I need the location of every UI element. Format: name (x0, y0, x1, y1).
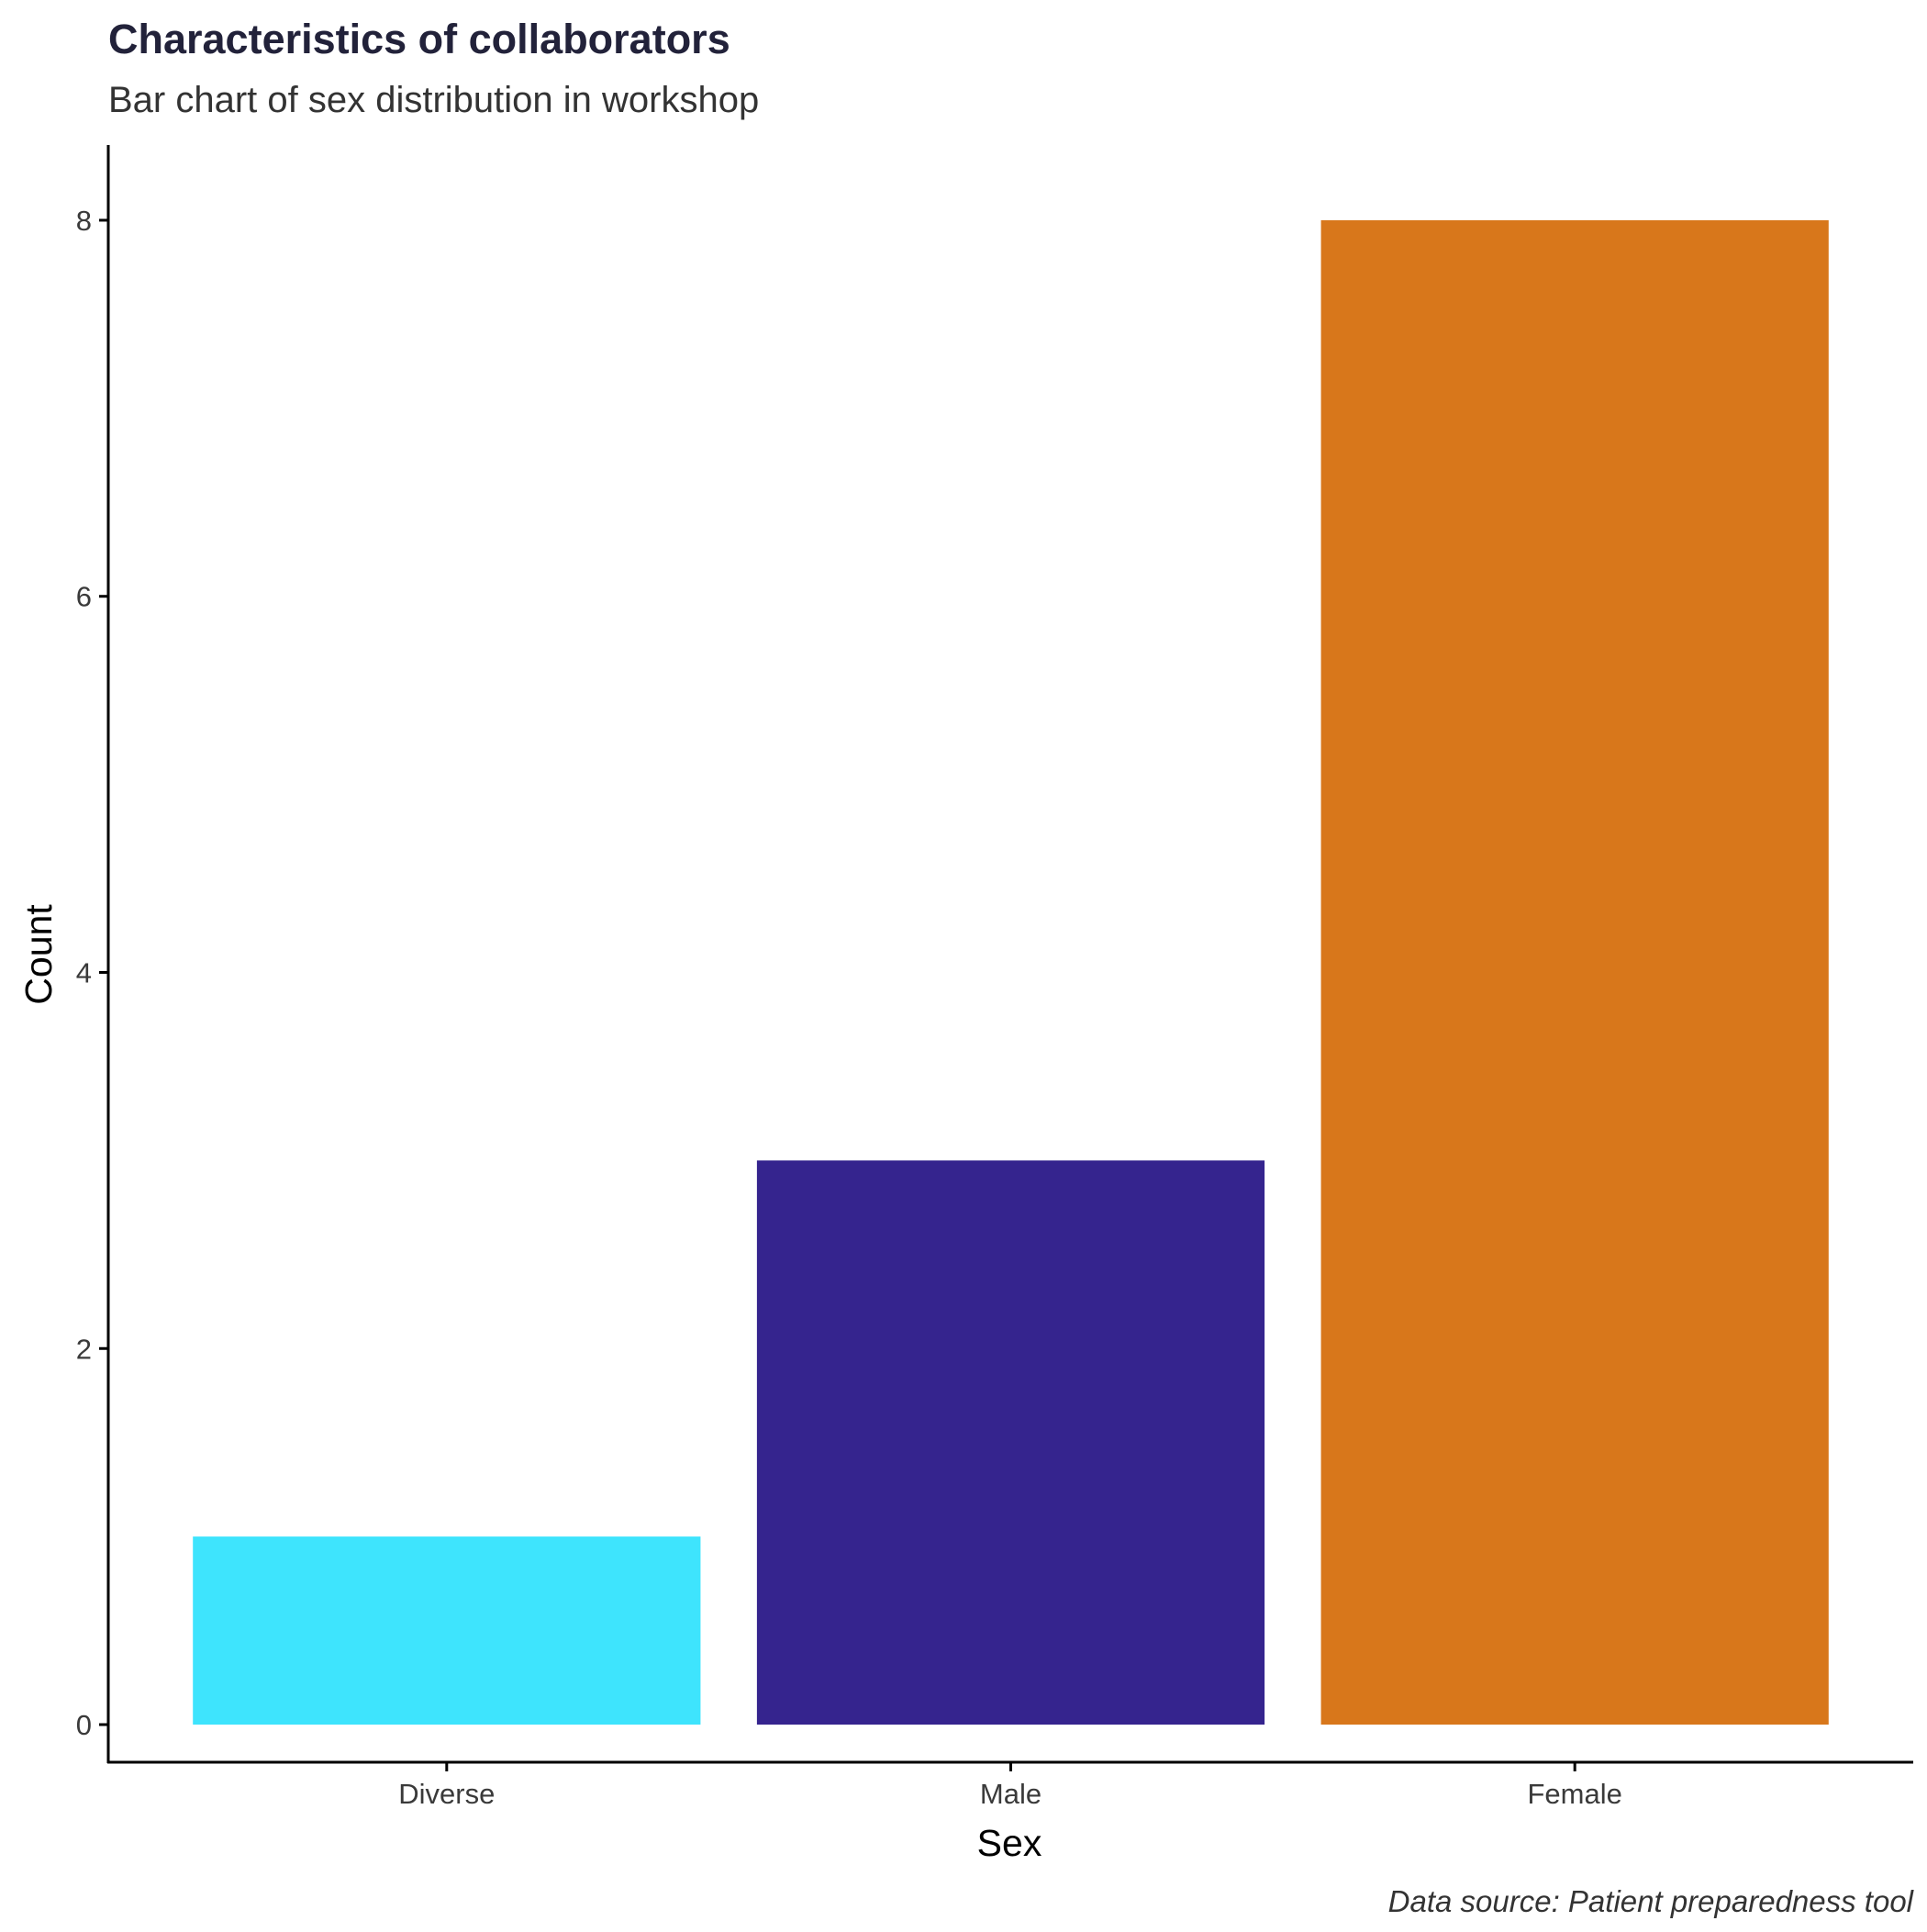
x-tick-label-diverse: Diverse (398, 1778, 495, 1810)
chart-title: Characteristics of collaborators (108, 16, 730, 62)
chart-caption: Data source: Patient preparedness tool (1388, 1884, 1915, 1918)
x-tick-label-male: Male (980, 1778, 1041, 1810)
y-tick-label-0: 0 (76, 1709, 92, 1741)
y-tick-label-2: 2 (76, 1333, 92, 1365)
axes-layer: 0 2 4 6 8 Diverse Male Female (76, 145, 1913, 1810)
y-tick-label-4: 4 (76, 956, 92, 988)
bars-layer (193, 219, 1829, 1725)
bar-male (756, 1160, 1265, 1725)
chart-subtitle: Bar chart of sex distribution in worksho… (108, 80, 759, 120)
y-axis-title: Count (17, 904, 60, 1005)
y-tick-label-8: 8 (76, 205, 92, 237)
x-axis-title: Sex (977, 1822, 1042, 1864)
y-tick-label-6: 6 (76, 581, 92, 613)
bar-diverse (193, 1536, 701, 1725)
x-tick-label-female: Female (1528, 1778, 1622, 1810)
bar-female (1320, 219, 1829, 1725)
